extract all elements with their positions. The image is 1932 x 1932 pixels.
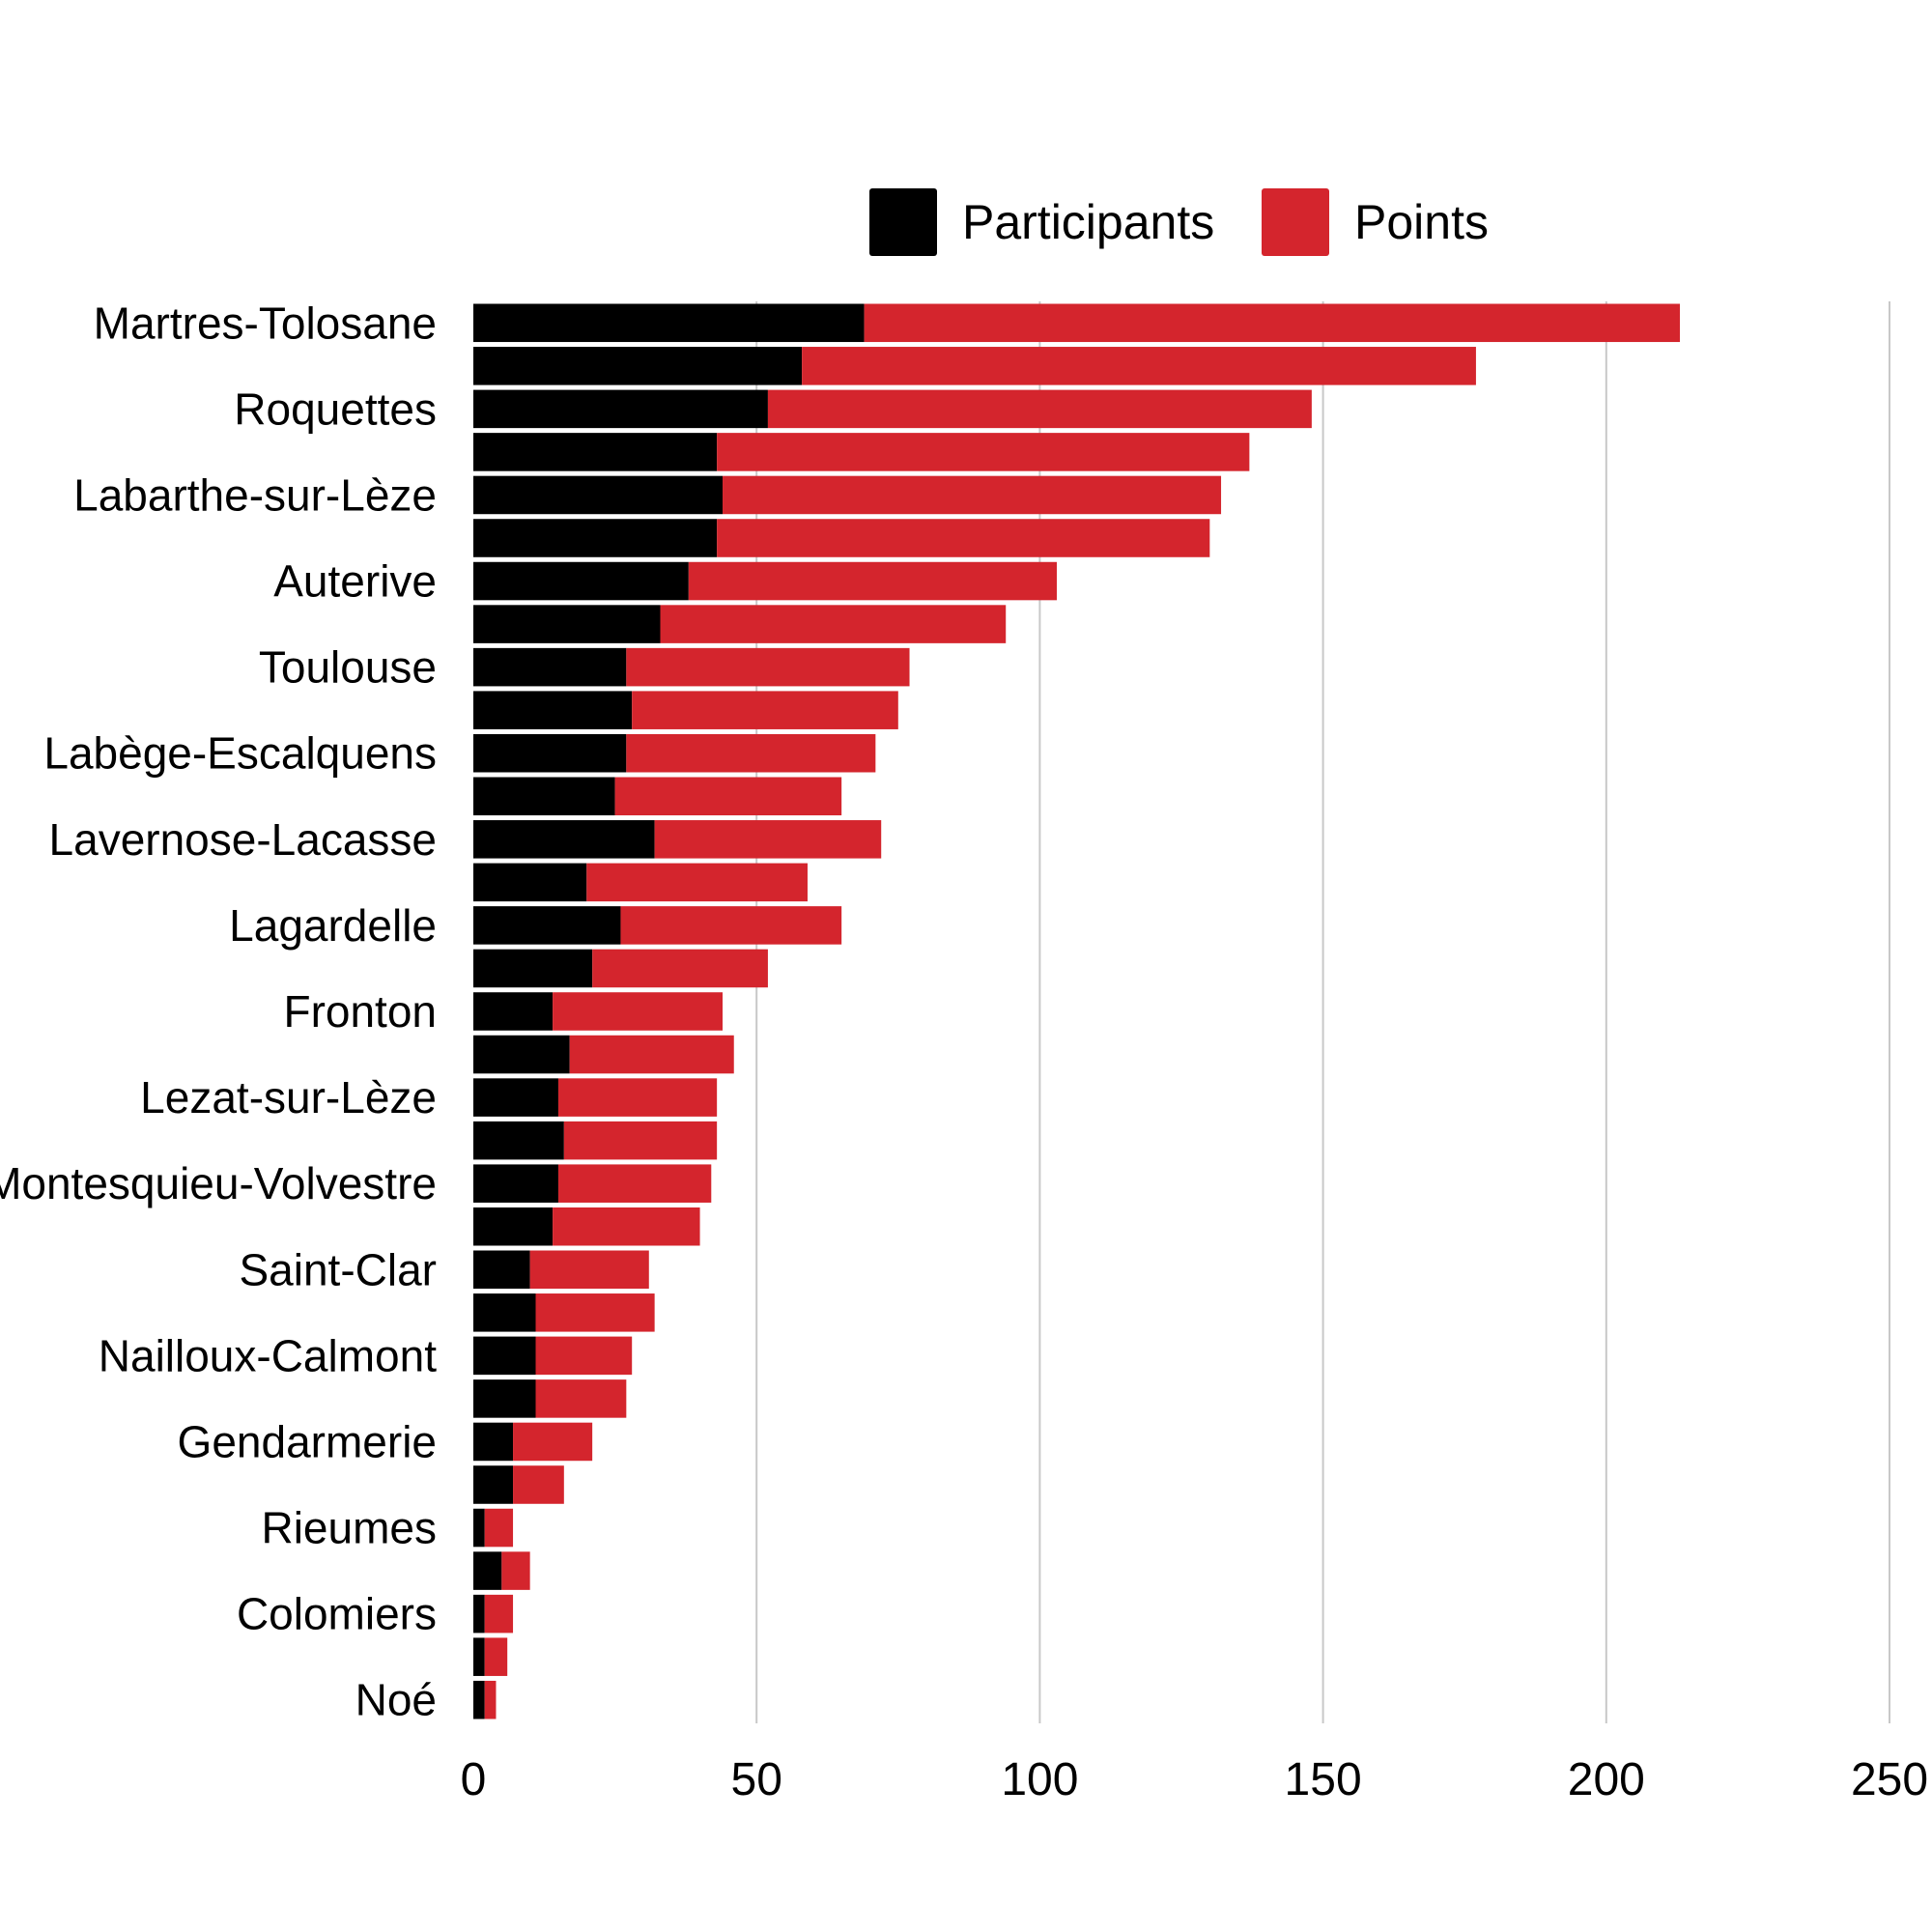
category-label: Fronton: [283, 986, 437, 1037]
bar-points: [535, 1336, 633, 1376]
bar-points: [632, 691, 898, 729]
category-label: Auterive: [273, 556, 437, 607]
bar-points: [717, 519, 1210, 557]
bar-points: [484, 1508, 514, 1548]
bar-participants: [473, 1637, 485, 1676]
bar-points: [529, 1250, 649, 1290]
bar-points: [626, 733, 876, 773]
bar-participants: [473, 519, 718, 557]
bar-points: [864, 303, 1681, 343]
x-tick-label: 100: [1001, 1754, 1078, 1805]
category-label: Gendarmerie: [178, 1416, 437, 1466]
legend-swatch-points: [1262, 188, 1329, 256]
x-tick-label: 200: [1568, 1754, 1645, 1805]
category-label: Labarthe-sur-Lèze: [73, 469, 437, 520]
bar-participants: [473, 1680, 485, 1719]
bar-participants: [473, 1207, 554, 1246]
bar-participants: [473, 1594, 485, 1634]
legend-swatch-participants: [869, 188, 937, 256]
x-tick-label: 50: [731, 1754, 782, 1805]
bar-participants: [473, 561, 689, 601]
bar-participants: [473, 733, 627, 773]
bar-points: [501, 1551, 530, 1590]
x-tick-label: 150: [1285, 1754, 1362, 1805]
bar-points: [660, 605, 1007, 643]
bar-points: [513, 1422, 593, 1462]
category-label: Lagardelle: [229, 900, 437, 951]
category-label: Colomiers: [237, 1589, 437, 1639]
bar-points: [535, 1293, 655, 1332]
category-label: Rieumes: [261, 1503, 437, 1553]
bar-participants: [473, 1508, 485, 1548]
bar-points: [620, 906, 842, 945]
category-label: Saint-Clar: [239, 1244, 437, 1294]
legend: Participants Points: [869, 188, 1489, 256]
x-axis-ticks: 0 50 100 150 200 250: [461, 1754, 1928, 1805]
bar-participants: [473, 1293, 536, 1332]
bar-points: [569, 1035, 734, 1074]
bar-participants: [473, 1250, 530, 1290]
bar-participants: [473, 433, 718, 471]
bars: [473, 303, 1681, 1719]
bar-points: [553, 1207, 700, 1246]
bar-points: [553, 992, 724, 1031]
bar-participants: [473, 1164, 558, 1203]
bar-points: [802, 347, 1476, 385]
category-labels: Martres-Tolosane Roquettes Labarthe-sur-Lè…: [0, 298, 437, 1724]
bar-participants: [473, 647, 627, 687]
bar-participants: [473, 992, 554, 1031]
legend-label-participants: Participants: [962, 195, 1214, 249]
bar-participants: [473, 1465, 514, 1504]
bar-participants: [473, 605, 661, 643]
bar-points: [557, 1164, 712, 1203]
gridlines: [755, 301, 1890, 1723]
bar-points: [614, 777, 842, 816]
bar-participants: [473, 303, 865, 343]
category-label: Lavernose-Lacasse: [49, 814, 437, 865]
bar-participants: [473, 906, 621, 945]
bar-points: [717, 433, 1250, 471]
bar-points: [626, 647, 910, 687]
bar-participants: [473, 347, 803, 385]
bar-points: [688, 561, 1057, 601]
bar-points: [767, 389, 1312, 429]
x-tick-label: 0: [461, 1754, 487, 1805]
bar-points: [557, 1078, 718, 1117]
bar-participants: [473, 1078, 558, 1117]
bar-points: [654, 820, 882, 859]
category-label: Nailloux-Calmont: [99, 1330, 437, 1380]
category-label: Lezat-sur-Lèze: [140, 1072, 437, 1122]
bar-participants: [473, 820, 655, 859]
category-label: Labège-Escalquens: [43, 728, 437, 779]
category-label: Noé: [355, 1675, 437, 1725]
bar-participants: [473, 1422, 514, 1462]
bar-points: [484, 1637, 508, 1676]
bar-points: [563, 1121, 718, 1160]
bar-participants: [473, 1121, 564, 1160]
legend-label-points: Points: [1354, 195, 1489, 249]
bar-participants: [473, 475, 724, 515]
bar-points: [513, 1465, 564, 1504]
bar-participants: [473, 1336, 536, 1376]
bar-points: [484, 1680, 497, 1719]
bar-participants: [473, 949, 593, 988]
bar-points: [723, 475, 1222, 515]
category-label: Martres-Tolosane: [94, 298, 437, 348]
bar-participants: [473, 1551, 502, 1590]
bar-participants: [473, 1035, 570, 1074]
bar-participants: [473, 389, 768, 429]
bar-points: [484, 1594, 514, 1634]
category-label: Toulouse: [259, 642, 437, 693]
category-label: Roquettes: [234, 384, 437, 434]
category-label: Montesquieu-Volvestre: [0, 1158, 437, 1208]
bar-points: [586, 863, 808, 902]
x-tick-label: 250: [1851, 1754, 1928, 1805]
bar-participants: [473, 691, 633, 729]
bar-participants: [473, 777, 615, 816]
bar-points: [535, 1379, 627, 1418]
bar-points: [592, 949, 768, 988]
bar-participants: [473, 1379, 536, 1418]
bar-participants: [473, 863, 587, 902]
